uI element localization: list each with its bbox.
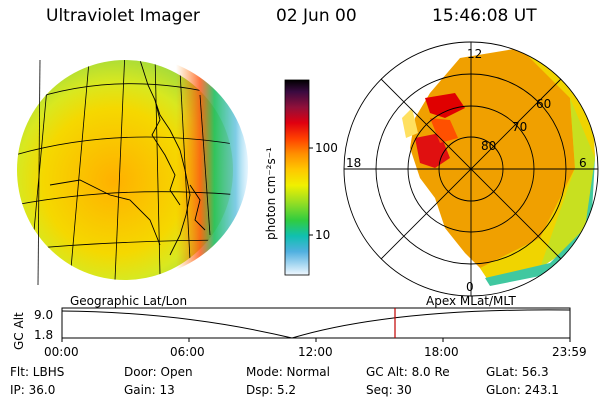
mlt-label-0: 0 [466, 280, 474, 294]
colorbar-unit-label: photon cm⁻²s⁻¹ [264, 147, 278, 240]
time-label: 15:46:08 UT [432, 6, 537, 26]
timeline-ytick-top: 9.0 [34, 308, 54, 322]
status-geo-lon: GLon: 243.1 [486, 383, 559, 397]
status-mode: Mode: Normal [246, 365, 330, 379]
timeline-xtick-2359: 23:59 [552, 345, 587, 359]
status-geo-lat: GLat: 56.3 [486, 365, 549, 379]
mlat-label-70: 70 [512, 120, 528, 134]
timeline-ytick-bottom: 1.8 [34, 328, 54, 342]
status-door: Door: Open [124, 365, 193, 379]
timeline-xtick-0600: 06:00 [170, 345, 205, 359]
colorbar [284, 79, 313, 276]
status-dsp: Dsp: 5.2 [246, 383, 297, 397]
mlt-label-6: 6 [579, 156, 587, 170]
colorbar-tick-10: 10 [315, 228, 331, 242]
mlt-label-18: 18 [346, 156, 362, 170]
status-gc-altitude: GC Alt: 8.0 Re [366, 365, 450, 379]
polar-plot [343, 41, 599, 297]
mlt-label-12: 12 [467, 47, 483, 61]
altitude-timeline [61, 307, 571, 342]
date-label: 02 Jun 00 [276, 6, 357, 26]
timeline-ylabel: GC Alt [12, 312, 26, 350]
status-ip: IP: 36.0 [10, 383, 56, 397]
colorbar-tick-100: 100 [315, 141, 338, 155]
status-sequence: Seq: 30 [366, 383, 412, 397]
status-gain: Gain: 13 [124, 383, 175, 397]
left-panel-caption: Geographic Lat/Lon [70, 294, 188, 308]
timeline-xtick-1800: 18:00 [424, 345, 459, 359]
mlat-label-80: 80 [481, 139, 497, 153]
status-filter: Flt: LBHS [10, 365, 65, 379]
polar-grid [343, 41, 599, 297]
instrument-title: Ultraviolet Imager [46, 6, 200, 26]
timeline-xtick-1200: 12:00 [298, 345, 333, 359]
timeline-xtick-0000: 00:00 [44, 345, 79, 359]
mlat-label-60: 60 [536, 97, 552, 111]
right-panel-caption: Apex MLat/MLT [426, 294, 516, 308]
geographic-image [8, 55, 248, 286]
